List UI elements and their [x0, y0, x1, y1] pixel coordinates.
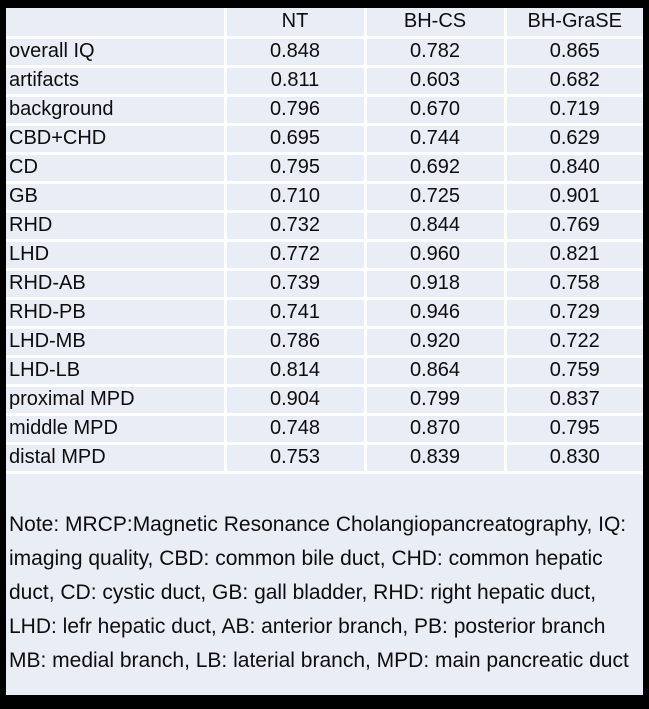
- cell-value: 0.732: [225, 211, 367, 242]
- cell-value: 0.753: [225, 443, 367, 474]
- cell-value: 0.772: [225, 240, 367, 271]
- cell-value: 0.840: [505, 153, 643, 184]
- cell-value: 0.839: [365, 443, 507, 474]
- cell-value: 0.719: [505, 95, 643, 126]
- cell-value: 0.722: [505, 327, 643, 358]
- cell-value: 0.695: [225, 124, 367, 155]
- cell-value: 0.782: [365, 37, 507, 68]
- cell-value: 0.629: [505, 124, 643, 155]
- table-row: overall IQ 0.848 0.782 0.865: [6, 37, 643, 68]
- row-label: artifacts: [6, 66, 227, 97]
- table-row: LHD 0.772 0.960 0.821: [6, 240, 643, 271]
- row-label: background: [6, 95, 227, 126]
- cell-value: 0.865: [505, 37, 643, 68]
- cell-value: 0.844: [365, 211, 507, 242]
- table-row: GB 0.710 0.725 0.901: [6, 182, 643, 213]
- row-label: proximal MPD: [6, 385, 227, 416]
- table-row: distal MPD 0.753 0.839 0.830: [6, 443, 643, 474]
- row-label: CBD+CHD: [6, 124, 227, 155]
- row-label: GB: [6, 182, 227, 213]
- table-row: LHD-MB 0.786 0.920 0.722: [6, 327, 643, 358]
- header-row: NT BH-CS BH-GraSE: [6, 8, 643, 39]
- table-row: CD 0.795 0.692 0.840: [6, 153, 643, 184]
- row-label: middle MPD: [6, 414, 227, 445]
- row-label: RHD-PB: [6, 298, 227, 329]
- cell-value: 0.682: [505, 66, 643, 97]
- row-label: RHD: [6, 211, 227, 242]
- table-row: CBD+CHD 0.695 0.744 0.629: [6, 124, 643, 155]
- cell-value: 0.759: [505, 356, 643, 387]
- results-table: NT BH-CS BH-GraSE overall IQ 0.848 0.782 0.86…: [6, 8, 643, 474]
- cell-value: 0.920: [365, 327, 507, 358]
- row-label: LHD-MB: [6, 327, 227, 358]
- column-header: BH-GraSE: [505, 8, 643, 39]
- row-label: distal MPD: [6, 443, 227, 474]
- cell-value: 0.864: [365, 356, 507, 387]
- cell-value: 0.870: [365, 414, 507, 445]
- cell-value: 0.830: [505, 443, 643, 474]
- cell-value: 0.814: [225, 356, 367, 387]
- cell-value: 0.918: [365, 269, 507, 300]
- note-text: Note: MRCP:Magnetic Resonance Cholangiop…: [9, 512, 629, 672]
- cell-value: 0.960: [365, 240, 507, 271]
- cell-value: 0.821: [505, 240, 643, 271]
- table-row: RHD 0.732 0.844 0.769: [6, 211, 643, 242]
- table-row: LHD-LB 0.814 0.864 0.759: [6, 356, 643, 387]
- cell-value: 0.795: [505, 414, 643, 445]
- table-row: RHD-PB 0.741 0.946 0.729: [6, 298, 643, 329]
- cell-value: 0.769: [505, 211, 643, 242]
- cell-value: 0.799: [365, 385, 507, 416]
- cell-value: 0.739: [225, 269, 367, 300]
- cell-value: 0.796: [225, 95, 367, 126]
- row-label: LHD-LB: [6, 356, 227, 387]
- table-row: RHD-AB 0.739 0.918 0.758: [6, 269, 643, 300]
- corner-cell: [6, 8, 227, 39]
- cell-value: 0.729: [505, 298, 643, 329]
- cell-value: 0.748: [225, 414, 367, 445]
- cell-value: 0.710: [225, 182, 367, 213]
- cell-value: 0.758: [505, 269, 643, 300]
- cell-value: 0.946: [365, 298, 507, 329]
- cell-value: 0.848: [225, 37, 367, 68]
- row-label: CD: [6, 153, 227, 184]
- column-header: NT: [225, 8, 367, 39]
- cell-value: 0.692: [365, 153, 507, 184]
- row-label: overall IQ: [6, 37, 227, 68]
- cell-value: 0.837: [505, 385, 643, 416]
- table-row: middle MPD 0.748 0.870 0.795: [6, 414, 643, 445]
- cell-value: 0.901: [505, 182, 643, 213]
- cell-value: 0.744: [365, 124, 507, 155]
- cell-value: 0.741: [225, 298, 367, 329]
- table-panel: NT BH-CS BH-GraSE overall IQ 0.848 0.782 0.86…: [6, 8, 643, 695]
- cell-value: 0.603: [365, 66, 507, 97]
- table-row: artifacts 0.811 0.603 0.682: [6, 66, 643, 97]
- table-row: proximal MPD 0.904 0.799 0.837: [6, 385, 643, 416]
- column-header: BH-CS: [365, 8, 507, 39]
- cell-value: 0.904: [225, 385, 367, 416]
- row-label: RHD-AB: [6, 269, 227, 300]
- cell-value: 0.725: [365, 182, 507, 213]
- row-label: LHD: [6, 240, 227, 271]
- cell-value: 0.786: [225, 327, 367, 358]
- cell-value: 0.670: [365, 95, 507, 126]
- cell-value: 0.795: [225, 153, 367, 184]
- cell-value: 0.811: [225, 66, 367, 97]
- table-row: background 0.796 0.670 0.719: [6, 95, 643, 126]
